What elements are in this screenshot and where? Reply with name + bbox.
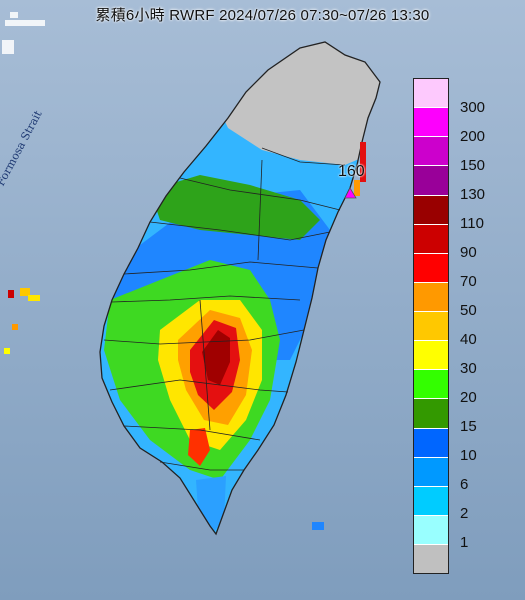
legend-swatch bbox=[414, 399, 448, 429]
legend-label: 10 bbox=[460, 447, 477, 465]
max-value-label: 160 bbox=[338, 163, 365, 180]
legend-label: 50 bbox=[460, 301, 477, 319]
legend-label: 90 bbox=[460, 243, 477, 261]
legend-swatch bbox=[414, 428, 448, 458]
map-title: 累積6小時 RWRF 2024/07/26 07:30~07/26 13:30 bbox=[95, 7, 430, 24]
legend-swatch bbox=[414, 166, 448, 196]
legend-swatch bbox=[414, 486, 448, 516]
offshore-echoes bbox=[4, 142, 366, 530]
legend-label: 1 bbox=[460, 534, 469, 552]
legend-label: 110 bbox=[460, 214, 484, 232]
max-marker-icon bbox=[344, 187, 357, 199]
legend-label: 6 bbox=[460, 476, 469, 494]
legend-swatch bbox=[414, 253, 448, 283]
sea-echoes bbox=[2, 12, 45, 54]
legend-swatch bbox=[414, 341, 448, 371]
color-legend bbox=[413, 78, 449, 574]
legend-label: 2 bbox=[460, 505, 469, 523]
county-boundaries bbox=[103, 147, 346, 471]
legend-labels: 300 200 150 130 110 90 70 50 40 30 20 15 10 6 2 1 bbox=[460, 93, 520, 558]
legend-swatch bbox=[414, 312, 448, 342]
legend-swatch bbox=[414, 79, 448, 109]
legend-label: 300 bbox=[460, 98, 486, 116]
legend-swatch bbox=[414, 545, 448, 574]
legend-swatch bbox=[414, 515, 448, 545]
legend-swatch bbox=[414, 370, 448, 400]
legend-label: 20 bbox=[460, 389, 477, 407]
legend-label: 40 bbox=[460, 331, 477, 349]
legend-label: 15 bbox=[460, 418, 477, 436]
legend-swatch bbox=[414, 137, 448, 167]
legend-swatch bbox=[414, 457, 448, 487]
legend-swatch bbox=[414, 108, 448, 138]
legend-swatch bbox=[414, 282, 448, 312]
legend-label: 30 bbox=[460, 360, 477, 378]
legend-swatch bbox=[414, 224, 448, 254]
legend-swatch bbox=[414, 195, 448, 225]
legend-label: 200 bbox=[460, 127, 486, 145]
legend-label: 70 bbox=[460, 272, 477, 290]
legend-label: 130 bbox=[460, 185, 486, 203]
legend-label: 150 bbox=[460, 156, 486, 174]
